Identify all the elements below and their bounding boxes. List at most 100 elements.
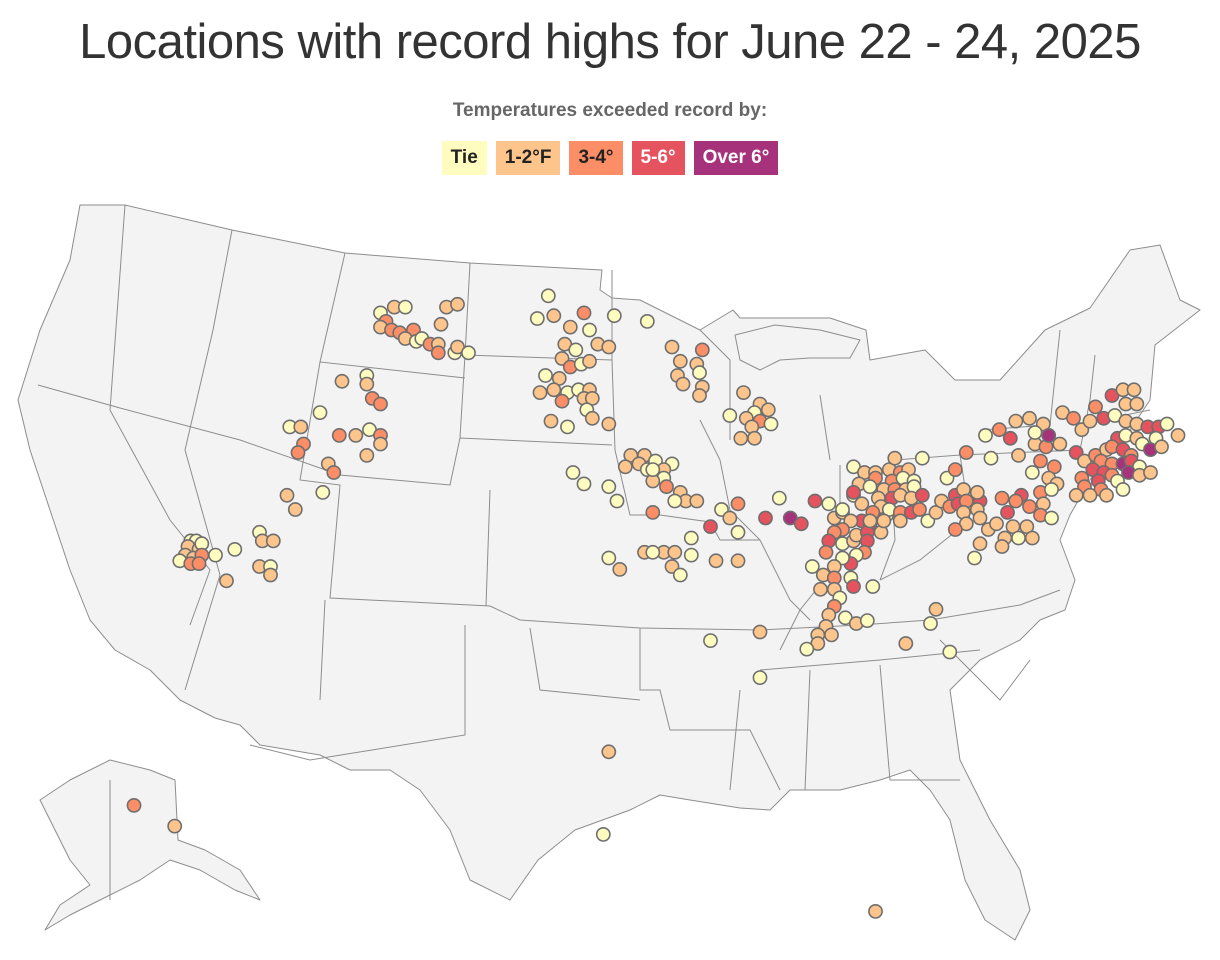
record-point-200 [914,487,930,503]
record-point-292 [1143,465,1158,480]
legend-title: Temperatures exceeded record by: [452,100,768,121]
record-point-238 [1022,410,1037,426]
record-point-64 [576,305,592,321]
legend-item-tie: Tie [441,141,487,175]
record-point-333 [859,613,875,628]
land [17,204,1201,941]
record-point-232 [983,450,999,466]
record-point-315 [1170,427,1186,443]
record-point-129 [667,493,683,509]
record-point-206 [912,502,927,517]
record-point-154 [807,493,823,509]
record-point-345 [703,633,718,648]
record-point-88 [543,413,559,429]
record-point-125 [659,479,674,495]
record-point-307 [1129,396,1145,412]
record-point-157 [821,496,837,512]
record-point-222 [972,510,988,526]
record-point-25 [331,427,347,443]
record-point-262 [1044,510,1059,526]
record-point-138 [667,544,683,560]
record-point-86 [554,393,570,409]
record-point-21 [293,419,309,435]
record-point-136 [683,530,699,546]
record-point-91 [601,416,617,432]
record-point-321 [804,559,820,574]
record-point-247 [1082,413,1098,429]
record-point-229 [914,450,930,466]
record-point-26 [348,427,364,443]
record-point-132 [730,496,746,512]
record-point-149 [576,476,592,492]
record-point-256 [1044,482,1059,497]
record-point-67 [562,319,578,335]
record-point-302 [1088,399,1103,415]
record-point-92 [664,339,680,355]
record-point-319 [1154,439,1169,455]
record-point-338 [799,641,815,657]
record-point-325 [846,579,861,594]
record-point-300 [1099,487,1114,503]
record-point-96 [692,365,707,381]
record-point-68 [582,322,597,338]
record-point-62 [529,311,545,326]
record-point-133 [722,510,738,526]
record-point-140 [708,553,724,569]
record-point-336 [824,627,839,643]
record-point-144 [612,562,628,577]
record-point-314 [1159,416,1175,432]
record-point-60 [461,345,476,361]
record-point-134 [703,519,718,534]
legend-item-over6: Over 6° [693,141,779,175]
record-point-66 [639,313,655,329]
record-point-147 [730,553,746,569]
record-point-241 [1002,430,1018,446]
record-point-57 [450,296,465,312]
record-point-109 [763,416,779,432]
alaska-record-point-1 [167,818,183,834]
record-point-237 [1008,413,1024,429]
record-point-30 [279,487,295,503]
record-point-141 [601,550,617,566]
record-point-36 [373,396,388,412]
record-point-327 [813,581,828,597]
record-point-236 [991,422,1007,438]
record-point-263 [1000,505,1015,520]
record-point-18 [263,567,278,583]
record-point-231 [958,445,974,460]
record-point-298 [1068,487,1084,503]
alaska-landmass [39,759,261,931]
record-point-124 [609,493,625,509]
record-point-344 [752,624,768,640]
legend: Tie 1-2°F 3-4° 5-6° Over 6° [0,141,1220,175]
record-point-90 [584,410,600,426]
record-point-248 [1052,436,1068,452]
record-point-270 [994,539,1010,554]
record-point-160 [854,496,870,512]
record-point-249 [1033,453,1048,469]
record-point-54 [430,345,446,361]
record-point-158 [835,502,850,517]
record-point-190 [862,479,878,495]
record-point-341 [928,601,944,617]
record-point-348 [595,827,611,842]
michigan-upper-peninsula [734,324,861,371]
record-point-219 [969,484,985,500]
record-point-259 [1008,493,1024,509]
record-point-28 [326,465,342,480]
record-point-342 [898,636,914,651]
record-point-15 [265,533,281,549]
record-point-349 [868,904,883,919]
record-point-72 [601,339,617,355]
record-point-111 [747,430,762,446]
record-point-117 [617,459,633,475]
record-point-260 [1022,499,1037,514]
lower-48-landmass [17,204,1201,941]
record-point-340 [923,616,938,631]
record-point-153 [793,516,809,532]
legend-item-1-2: 1-2°F [495,141,561,175]
record-point-89 [560,419,575,435]
record-point-339 [865,579,881,594]
record-point-32 [334,373,350,389]
record-point-267 [1011,530,1026,546]
